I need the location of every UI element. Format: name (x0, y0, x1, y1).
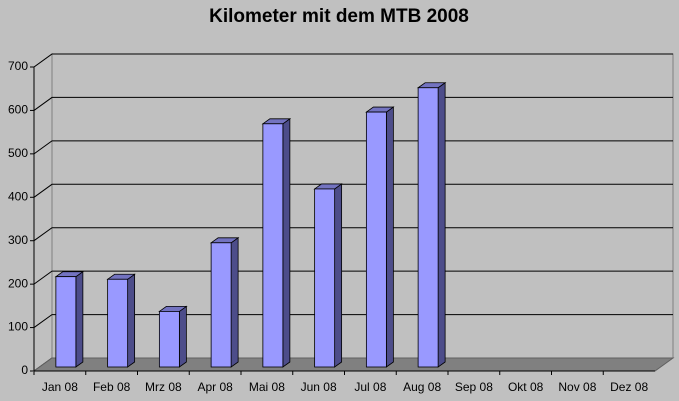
x-tick-label: Okt 08 (508, 380, 544, 394)
y-tick-label: 600 (8, 103, 28, 117)
grid-line (33, 53, 673, 68)
x-tick-label: Apr 08 (197, 380, 233, 394)
x-tick-label: Mrz 08 (145, 380, 182, 394)
x-tick-label: Jan 08 (42, 380, 78, 394)
grid-line (33, 314, 673, 328)
bar-side (230, 237, 239, 368)
x-tick-label: Sep 08 (455, 380, 493, 394)
bar-side (437, 81, 446, 368)
chart-title: Kilometer mit dem MTB 2008 (209, 6, 469, 27)
x-tick-label: Feb 08 (93, 380, 131, 394)
grid-line (33, 140, 673, 155)
bar (210, 242, 232, 368)
y-tick-label: 500 (8, 146, 28, 160)
bar (314, 188, 336, 368)
grid-line (33, 96, 673, 111)
grid-line (33, 183, 673, 198)
bar-side (282, 118, 291, 368)
y-tick-label: 700 (8, 59, 28, 73)
y-tick-label: 200 (8, 276, 28, 290)
bar (417, 87, 439, 368)
y-tick-label: 0 (21, 363, 28, 377)
bar (55, 276, 77, 368)
x-tick-label: Mai 08 (249, 380, 285, 394)
y-tick-label: 100 (8, 320, 28, 334)
bar-side (178, 305, 187, 368)
bar-side (75, 270, 84, 368)
bar-side (334, 183, 343, 368)
y-tick-label: 300 (8, 233, 28, 247)
grid-line (33, 270, 673, 285)
x-tick-label: Jul 08 (354, 380, 386, 394)
bar (262, 123, 284, 368)
bar (158, 311, 180, 368)
x-tick-label: Dez 08 (610, 380, 648, 394)
bar-side (127, 273, 136, 368)
bar-side (385, 106, 394, 368)
x-tick-label: Nov 08 (558, 380, 596, 394)
x-tick-label: Aug 08 (403, 380, 441, 394)
x-tick-label: Jun 08 (301, 380, 337, 394)
bar (107, 278, 129, 368)
grid-line (33, 227, 673, 242)
y-tick-label: 400 (8, 189, 28, 203)
bar (365, 111, 387, 368)
back-wall (51, 53, 674, 359)
side-wall (33, 53, 53, 372)
